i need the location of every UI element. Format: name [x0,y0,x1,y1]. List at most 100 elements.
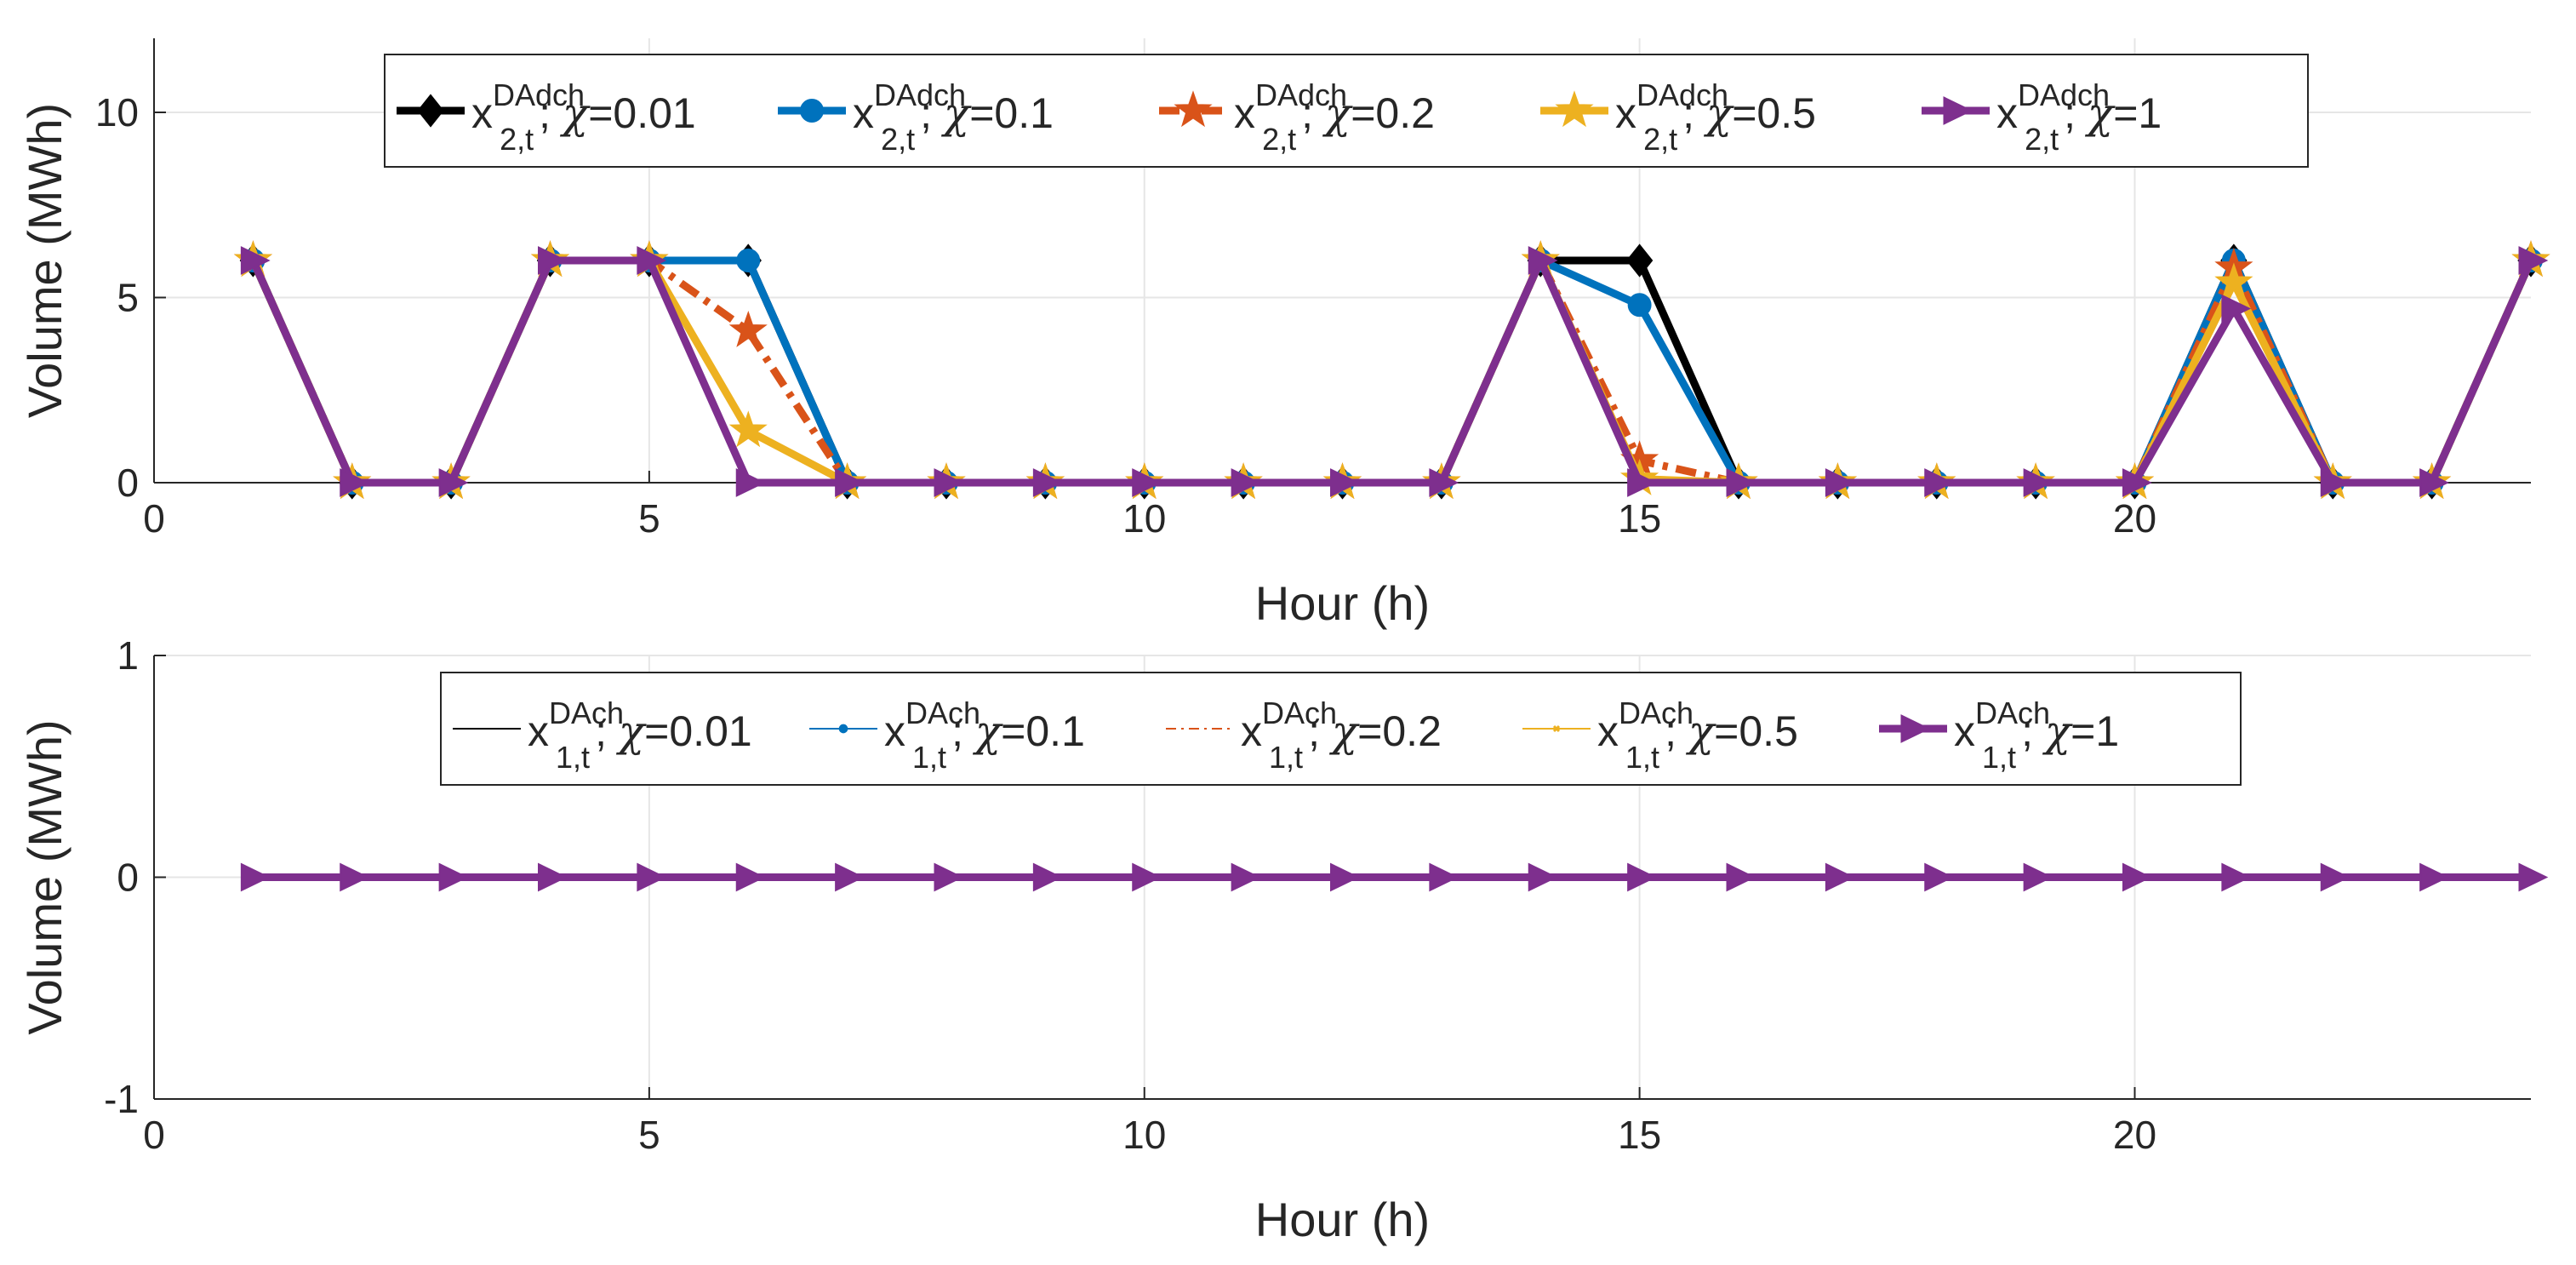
legend-entry: xDAch 1,t; χ=0.1 [809,695,1085,775]
data-point [2221,294,2252,323]
data-point [1924,862,1955,892]
data-point [1032,862,1063,892]
legend-swatch-marker [1943,96,1973,125]
data-point [728,310,768,347]
data-point [438,862,469,892]
x-tick-label: 0 [143,1113,165,1157]
data-point [1726,862,1756,892]
data-point [1627,468,1657,497]
x-tick-label: 15 [1618,1113,1661,1157]
data-point [240,862,271,892]
data-point [2122,468,2152,497]
data-point [736,249,761,272]
data-point [2419,862,2449,892]
data-point [2023,468,2053,497]
legend-swatch-marker [838,724,848,734]
data-point [1825,468,1855,497]
data-point [637,862,667,892]
data-point [538,862,568,892]
data-point [1528,862,1558,892]
legend-entry: xDAdch 2,t; χ=1 [1922,77,2162,157]
data-point [340,468,370,497]
y-tick-label: 0 [117,856,139,900]
data-point [835,862,865,892]
data-point [1726,468,1756,497]
data-point [2419,468,2449,497]
legend-entry: xDAch 1,t; χ=0.01 [453,695,752,775]
x-tick-label: 15 [1618,496,1661,541]
data-point [1625,243,1654,278]
legend-swatch-marker [1900,714,1931,743]
data-point [2518,246,2549,275]
data-point [1825,862,1855,892]
x-tick-label: 5 [638,1113,660,1157]
data-point [1429,468,1459,497]
x-tick-label: 0 [143,496,165,541]
x-tick-label: 10 [1122,496,1166,541]
data-point [2320,468,2350,497]
legend-entry: xDAdch 2,t; χ=0.5 [1540,77,1816,157]
top-chart-discharge: 0 5 10 15 20 0 5 10 Hour (h) Volume (MWh) xDAdch 2,… [18,38,2550,630]
legend-label: xDAdch 2,t; χ=0.5 [1615,77,1816,157]
legend-entry: xDAch 1,t; χ=0.5 [1522,695,1798,775]
y-tick-label: 10 [95,90,139,135]
legend-label: xDAch 1,t; χ=1 [1954,695,2119,775]
legend-label: xDAdch 2,t; χ=0.01 [471,77,696,157]
legend-label: xDAdch 2,t; χ=1 [1996,77,2162,157]
data-point [340,862,370,892]
data-point [1032,468,1063,497]
legend-label: xDAdch 2,t; χ=0.1 [853,77,1054,157]
series-line [249,256,2535,487]
y-tick-label: 1 [117,633,139,678]
data-point [735,862,766,892]
data-point [2122,862,2152,892]
legend-label: xDAdch 2,t; χ=0.2 [1234,77,1435,157]
data-point [934,468,964,497]
data-point [1132,468,1162,497]
x-tick-label: 5 [638,496,660,541]
x-axis-label: Hour (h) [1255,1193,1430,1246]
data-point [240,246,271,275]
legend-swatch-marker [800,99,824,123]
data-point [538,246,568,275]
data-point [1132,862,1162,892]
data-point [637,246,667,275]
y-tick-label: 5 [117,276,139,320]
data-point [1330,862,1360,892]
legend-entry: xDAdch 2,t; χ=0.1 [778,77,1054,157]
y-tick-label: -1 [104,1077,139,1121]
x-tick-label: 20 [2113,1113,2156,1157]
legend-label: xDAch 1,t; χ=0.01 [528,695,752,775]
x-tick-label: 10 [1122,1113,1166,1157]
data-point [438,468,469,497]
data-point [2023,862,2053,892]
legend-swatch-marker [1552,724,1561,733]
legend-entry: xDAch 1,t; χ=0.2 [1166,695,1442,775]
legend-label: xDAch 1,t; χ=0.2 [1241,695,1442,775]
legend-swatch-marker [417,94,444,128]
data-point [1330,468,1360,497]
data-point [735,468,766,497]
data-point [934,862,964,892]
legend-label: xDAch 1,t; χ=0.5 [1597,695,1798,775]
series-chi=1 [240,862,2549,892]
data-point [835,468,865,497]
data-point [2518,862,2549,892]
data-point [1924,468,1955,497]
series-chi=1 [240,246,2549,497]
x-axis-label: Hour (h) [1255,576,1430,630]
legend-entry: xDAch 1,t; χ=1 [1879,695,2119,775]
legend: xDAch 1,t; χ=0.01 xDAch 1,t; χ=0.1 xDAch 1,t;… [440,672,2242,786]
data-point [2221,862,2252,892]
y-axis-label: Volume (MWh) [18,719,71,1034]
data-point [1429,862,1459,892]
legend-entry: xDAdch 2,t; χ=0.2 [1159,77,1435,157]
data-point [1528,246,1558,275]
data-point [1231,862,1261,892]
data-point [2320,862,2350,892]
legend-swatch-marker [1555,90,1594,128]
legend: xDAdch 2,t; χ=0.01 xDAdch 2,t; χ=0.1 xDAdch 2… [384,54,2309,168]
legend-entry: xDAdch 2,t; χ=0.01 [397,77,696,157]
